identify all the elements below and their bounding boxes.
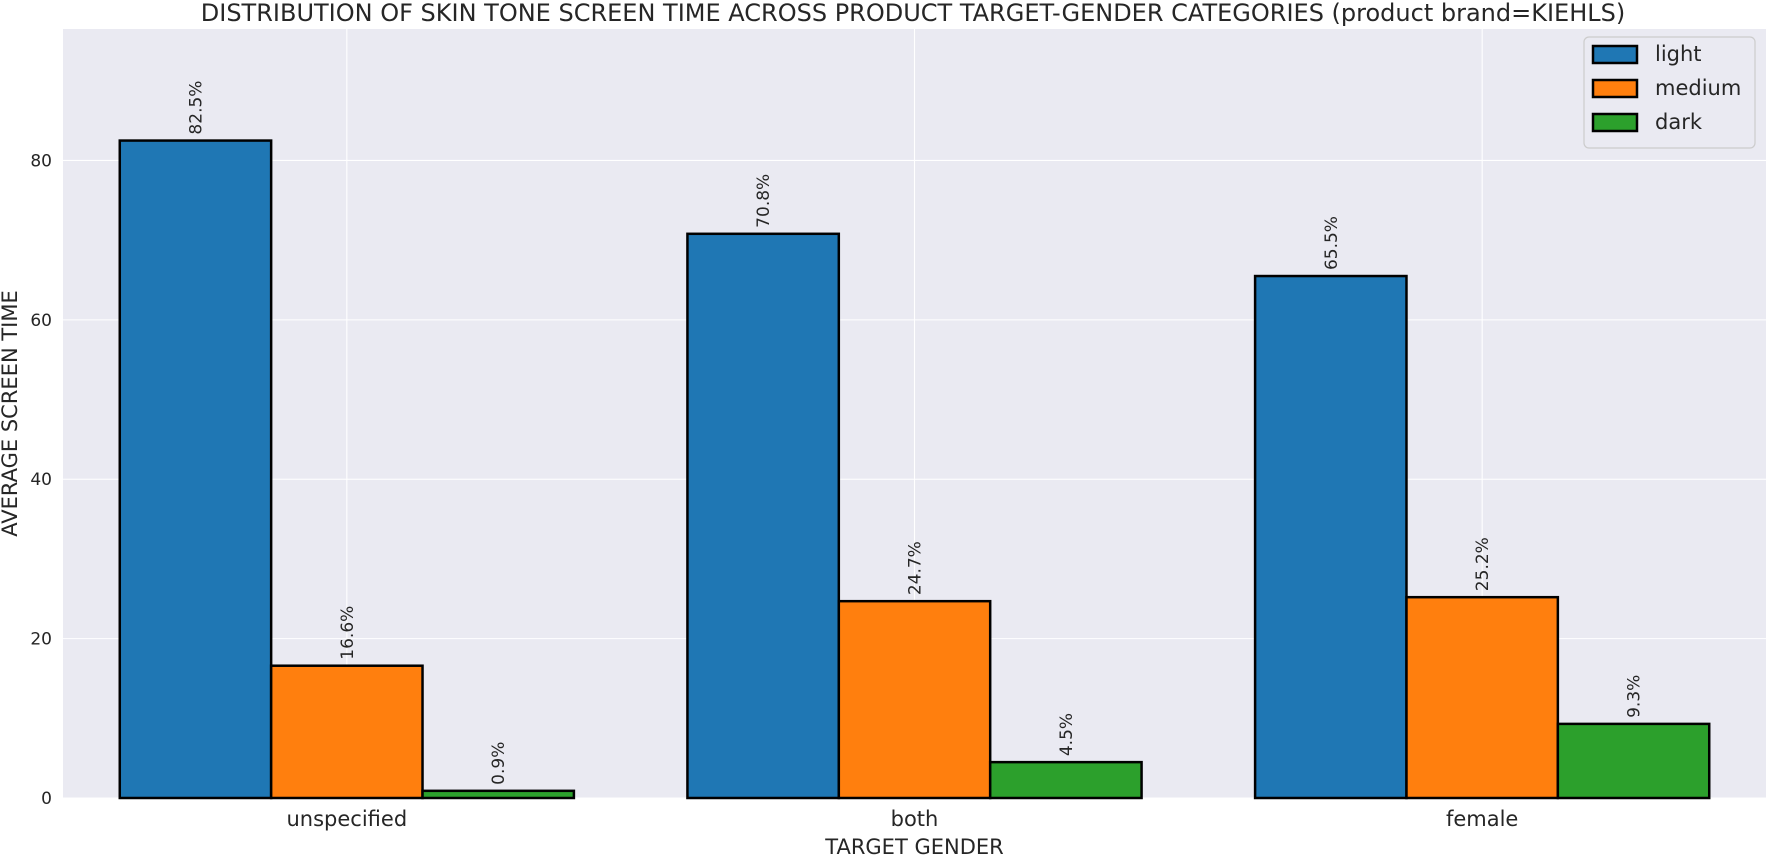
x-axis-ticks: unspecified both female xyxy=(286,807,1518,831)
data-label-light-both: 70.8% xyxy=(754,174,774,228)
y-axis-label: AVERAGE SCREEN TIME xyxy=(0,290,22,537)
y-tick-label: 60 xyxy=(30,311,52,331)
x-tick-label: both xyxy=(891,807,939,831)
legend-swatch-dark xyxy=(1591,112,1639,133)
legend-swatch-light xyxy=(1591,44,1639,65)
legend-label-dark: dark xyxy=(1655,110,1703,134)
y-tick-label: 20 xyxy=(30,630,52,650)
bar-light-female xyxy=(1253,274,1408,800)
bar-medium-both xyxy=(837,599,992,800)
bar-light-both xyxy=(686,232,841,800)
data-label-medium-female: 25.2% xyxy=(1473,537,1493,591)
data-label-dark-unspecified: 0.9% xyxy=(489,742,509,785)
legend: light medium dark xyxy=(1583,36,1756,149)
bar-dark-female xyxy=(1556,722,1711,800)
data-label-medium-both: 24.7% xyxy=(906,541,926,595)
legend-label-light: light xyxy=(1655,42,1702,66)
legend-swatch-medium xyxy=(1591,78,1639,99)
data-label-light-unspecified: 82.5% xyxy=(186,81,206,135)
y-tick-label: 40 xyxy=(30,470,52,490)
bar-light-unspecified xyxy=(118,139,273,800)
data-label-dark-female: 9.3% xyxy=(1625,675,1645,718)
x-tick-label: unspecified xyxy=(286,807,407,831)
data-label-medium-unspecified: 16.6% xyxy=(338,606,358,660)
y-axis-ticks: 0 20 40 60 80 xyxy=(30,151,52,809)
x-tick-label: female xyxy=(1446,807,1518,831)
data-label-dark-both: 4.5% xyxy=(1057,713,1077,756)
legend-label-medium: medium xyxy=(1655,76,1741,100)
data-labels: 82.5% 70.8% 65.5% 16.6% 24.7% 25.2% 0.9% 4.5% 9.… xyxy=(186,81,1644,785)
x-axis-label: TARGET GENDER xyxy=(824,835,1003,859)
bar-medium-unspecified xyxy=(269,664,424,800)
bar-medium-female xyxy=(1405,595,1560,800)
y-tick-label: 80 xyxy=(30,151,52,171)
chart-title: DISTRIBUTION OF SKIN TONE SCREEN TIME AC… xyxy=(201,0,1625,27)
bar-dark-both xyxy=(988,760,1143,800)
y-tick-label: 0 xyxy=(41,789,52,809)
bars xyxy=(118,139,1711,800)
bar-dark-unspecified xyxy=(421,789,576,800)
data-label-light-female: 65.5% xyxy=(1322,216,1342,270)
